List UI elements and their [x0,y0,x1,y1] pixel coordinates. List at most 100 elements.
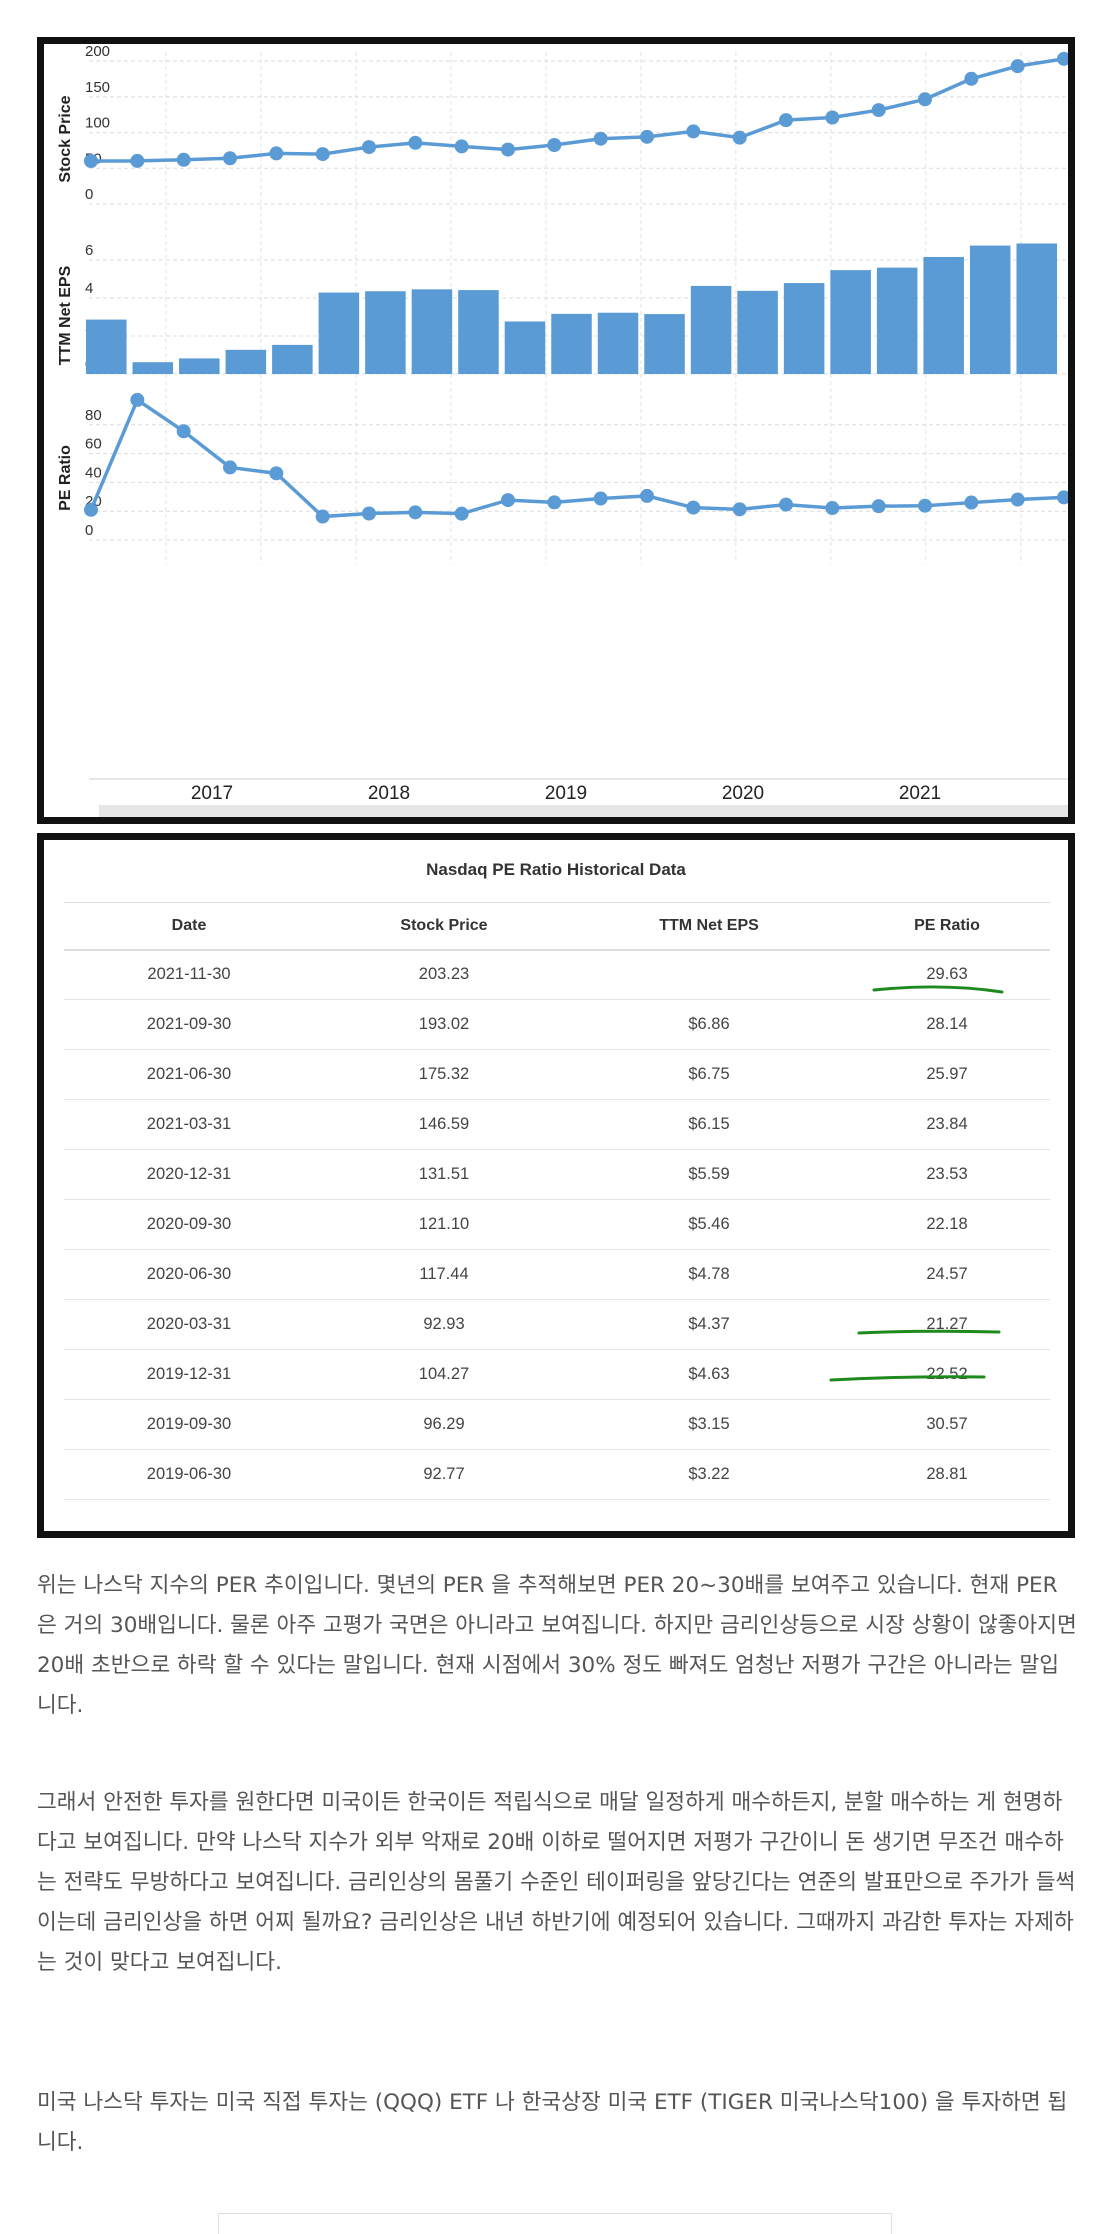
data-point [315,147,330,162]
bar [923,256,964,374]
y-tick-label: 0 [85,522,93,539]
bar [783,283,825,374]
data-point [315,509,330,524]
data-point [732,130,747,145]
cell-stock-price: 146.59 [418,1115,470,1133]
data-point [362,506,376,521]
highlight-underline [872,985,1004,994]
x-tick-label: 2019 [545,783,587,804]
y-tick-label: 60 [85,436,102,453]
data-point [686,124,701,139]
data-point [1057,51,1068,66]
data-point [501,142,515,157]
bar [876,267,918,374]
y-axis-label: PE Ratio [57,445,74,511]
article-paragraph-1: 위는 나스닥 지수의 PER 추이입니다. 몇년의 PER 을 추적해보면 PE… [37,1573,1077,1718]
data-point [779,497,793,512]
data-point [964,71,979,86]
data-point [501,493,515,508]
cell-stock-price: 96.29 [423,1415,465,1433]
cell-pe-ratio: 22.52 [926,1365,968,1383]
data-point [1010,59,1025,74]
data-point [269,466,284,481]
cell-date: 2019-12-31 [146,1365,232,1383]
cell-date: 2020-12-31 [146,1165,232,1183]
data-point [547,495,562,510]
y-tick-label: 6 [85,242,93,259]
data-point [593,491,608,506]
data-point [871,103,886,118]
data-point [408,135,423,150]
data-point [362,140,376,155]
bar [179,358,220,374]
bar [225,349,267,374]
bar [737,290,778,374]
table-row: 2020-09-30 121.10 $5.46 22.18 [64,1200,1050,1250]
bar [272,344,313,374]
y-tick-label: 0 [85,186,93,203]
cell-pe-ratio: 24.57 [926,1265,968,1283]
bar [365,291,406,374]
table-row: 2021-11-30 203.23 29.63 [64,950,1050,1000]
pe-table-panel: Nasdaq PE Ratio Historical Data Date Sto… [37,833,1075,1538]
data-point [454,506,469,521]
table-row: 2019-09-30 96.29 $3.15 30.57 [64,1400,1050,1450]
header-ttm-net-eps: TTM Net EPS [659,917,759,934]
data-point [130,392,145,407]
cell-pe-ratio: 23.53 [926,1165,968,1183]
data-point [176,424,191,439]
data-point [825,501,840,516]
table-row: 2019-12-31 104.27 $4.63 22.52 [64,1350,1050,1400]
table-row: 2021-06-30 175.32 $6.75 25.97 [64,1050,1050,1100]
cell-date: 2021-03-31 [146,1115,232,1133]
cell-pe-ratio: 30.57 [926,1415,968,1433]
table-body: 2021-11-30 203.23 29.63 2021-09-30 193.02 $6.… [64,950,1050,1531]
x-tick-label: 2017 [191,783,233,804]
y-axis-label: Stock Price [57,95,74,182]
cell-pe-ratio: 22.18 [926,1215,968,1233]
bar [690,285,732,374]
bar [504,321,546,374]
cell-date: 2021-09-30 [146,1015,232,1033]
bar [830,270,871,374]
data-point [454,139,469,154]
cell-ttm-eps: $4.78 [688,1265,730,1283]
highlight-underline [857,1329,1001,1335]
table-row: 2020-12-31 131.51 $5.59 23.53 [64,1150,1050,1200]
cell-date: 2020-09-30 [146,1215,232,1233]
y-tick-label: 80 [85,407,102,424]
data-point [223,151,237,166]
cell-date: 2020-03-31 [146,1315,232,1333]
cell-stock-price: 131.51 [418,1165,470,1183]
table-row: 2021-03-31 146.59 $6.15 23.84 [64,1100,1050,1150]
bar [1016,243,1057,374]
cell-ttm-eps: $4.37 [688,1315,730,1333]
data-point [593,131,608,146]
data-point [732,502,747,517]
cell-stock-price: 92.93 [423,1315,465,1333]
cell-stock-price: 117.44 [419,1265,469,1283]
data-point [1057,490,1068,505]
data-point [918,92,932,107]
data-point [84,502,98,517]
y-tick-label: 40 [85,464,102,481]
cell-pe-ratio: 28.14 [926,1015,968,1033]
y-tick-label: 150 [85,79,110,96]
data-point [84,154,98,168]
data-point [223,460,237,475]
bar [411,289,453,374]
table-row: 2020-06-30 117.44 $4.78 24.57 [64,1250,1050,1300]
data-point [130,153,145,168]
table-row: 2019-06-30 92.77 $3.22 28.81 [64,1450,1050,1500]
article-paragraph-2: 그래서 안전한 투자를 원한다면 미국이든 한국이든 적립식으로 매달 일정하게… [37,1790,1076,1975]
series-line [90,57,1065,163]
cell-date: 2021-06-30 [146,1065,232,1083]
data-point [779,113,793,128]
data-point [176,152,191,167]
bar [551,313,592,374]
chart-scrollbar[interactable] [99,805,1068,817]
embedded-content-box [218,2213,892,2234]
cell-ttm-eps: $3.15 [688,1415,730,1433]
x-tick-label: 2021 [899,783,941,804]
y-tick-label: 100 [85,115,110,132]
